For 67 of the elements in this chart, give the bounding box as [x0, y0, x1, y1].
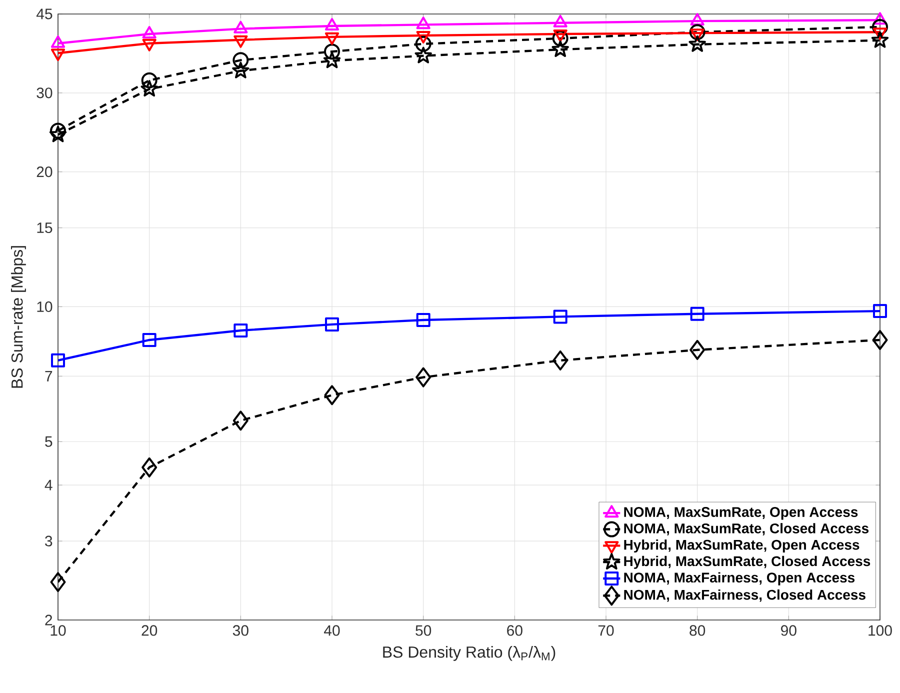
point	[872, 330, 888, 350]
point	[552, 30, 568, 46]
point	[325, 317, 339, 332]
point	[142, 457, 158, 478]
y-tick-label: 15	[37, 222, 52, 234]
point	[50, 122, 66, 139]
point	[688, 35, 706, 52]
x-tick-label: 60	[507, 625, 522, 636]
point	[553, 310, 568, 324]
legend-label: Hybrid, MaxSumRate, Open Access	[624, 539, 860, 553]
x-tick-label: 20	[142, 625, 158, 636]
point	[51, 353, 66, 368]
x-tick-label: 90	[781, 625, 796, 636]
point	[416, 16, 430, 30]
x-tick-label: 100	[868, 625, 892, 636]
legend-label: NOMA, MaxSumRate, Open Access	[624, 507, 858, 520]
y-tick-label: 5	[45, 436, 52, 447]
point	[415, 36, 432, 52]
point	[140, 80, 158, 97]
y-tick-label: 10	[37, 301, 52, 312]
point	[324, 18, 340, 31]
y-tick-label: 30	[36, 88, 52, 98]
point	[234, 324, 248, 338]
point	[416, 313, 430, 328]
point	[234, 20, 248, 34]
y-tick-label: 4	[44, 480, 52, 490]
y-tick-label: 20	[36, 166, 52, 178]
point	[141, 72, 158, 88]
y-tick-label: 2	[45, 614, 52, 626]
legend-label: NOMA, MaxSumRate, Closed Access	[624, 523, 869, 536]
point	[690, 306, 704, 321]
point	[416, 367, 432, 388]
point	[50, 35, 66, 48]
point	[872, 12, 888, 25]
point	[232, 62, 250, 78]
point	[324, 385, 340, 406]
point	[142, 332, 156, 347]
y-axis-title: BS Sum-rate [Mbps]	[11, 246, 26, 388]
point	[49, 126, 67, 142]
x-tick-label: 30	[232, 625, 248, 636]
legend-label: Hybrid, MaxSumRate, Closed Access	[624, 556, 870, 569]
legend-label: NOMA, MaxFairness, Open Access	[624, 572, 855, 586]
point	[690, 340, 706, 360]
point	[142, 26, 156, 39]
point	[232, 52, 249, 68]
y-tick-label: 3	[45, 536, 52, 546]
x-tick-label: 40	[324, 625, 340, 636]
point	[323, 52, 341, 68]
legend-label: NOMA, MaxFairness, Closed Access	[624, 589, 866, 602]
x-tick-label: 80	[690, 625, 706, 636]
point	[414, 46, 432, 64]
point	[552, 350, 568, 370]
point	[552, 40, 569, 57]
point	[50, 572, 66, 592]
point	[689, 24, 706, 40]
point	[324, 44, 340, 60]
y-tick-label: 7	[45, 371, 52, 382]
x-axis-title: BS Density Ratio (λ$_{P}$/λ$_{M}$)	[383, 646, 556, 661]
point	[232, 410, 248, 431]
point	[553, 14, 568, 28]
x-tick-label: 70	[598, 625, 614, 636]
point	[690, 13, 704, 26]
y-tick-label: 45	[36, 8, 52, 20]
point	[872, 304, 887, 318]
x-tick-label: 50	[416, 625, 432, 636]
point	[872, 18, 888, 35]
point	[871, 31, 889, 48]
